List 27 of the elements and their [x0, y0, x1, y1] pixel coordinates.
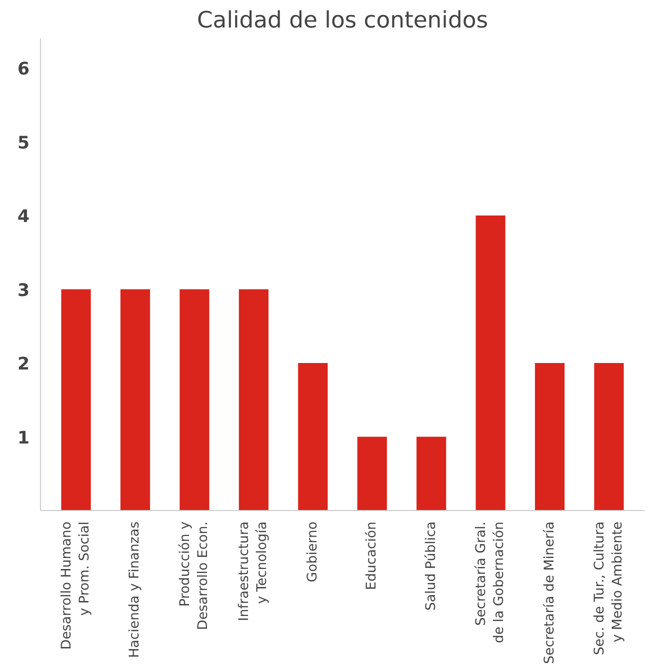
bar — [476, 216, 506, 510]
bar — [298, 363, 328, 510]
y-tick-label: 1 — [17, 428, 30, 448]
y-tick-label: 2 — [17, 354, 30, 374]
x-tick-label: Infraestructura y Tecnología — [237, 521, 270, 622]
chart-title: Calidad de los contenidos — [196, 8, 488, 34]
y-tick-label: 5 — [17, 133, 30, 154]
bar — [61, 289, 91, 510]
bar — [416, 436, 446, 510]
bar — [238, 289, 268, 510]
x-tick-label: Producción y Desarrollo Econ. — [178, 521, 211, 630]
bar — [594, 363, 624, 510]
x-tick-label: Sec. de Tur., Cultura y Medio Ambiente — [592, 521, 626, 656]
bar — [180, 289, 210, 510]
x-tick-label: Secretaría Gral. de la Gobernación — [474, 521, 508, 644]
bar — [534, 363, 565, 510]
y-tick-label: 6 — [17, 60, 30, 80]
x-tick-label: Gobierno — [305, 521, 320, 582]
x-tick-label: Hacienda y Finanzas — [128, 521, 143, 658]
bar — [120, 289, 150, 510]
x-tick-label: Educación — [364, 521, 380, 590]
x-tick-label: Salud Pública — [424, 521, 439, 611]
y-tick-label: 3 — [17, 280, 30, 301]
bar — [357, 436, 387, 510]
x-tick-label: Desarrollo Humano y Prom. Social — [60, 521, 93, 650]
y-tick-label: 4 — [17, 207, 30, 227]
x-tick-label: Secretaría de Minería — [542, 522, 558, 664]
